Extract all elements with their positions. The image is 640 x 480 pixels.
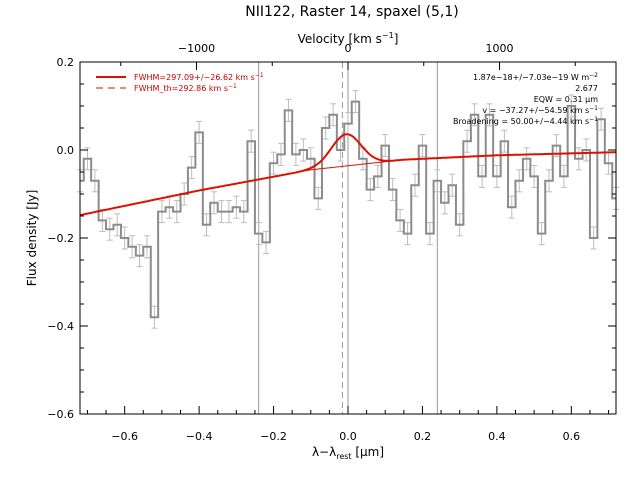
y-tick-label: −0.4: [47, 320, 74, 333]
annotation-velocity: v = −37.27+/−54.59 km s−1: [482, 105, 598, 115]
y-tick-label: −0.6: [47, 408, 74, 421]
y-tick-label: −0.2: [47, 232, 74, 245]
legend: FWHM=297.09+/−26.62 km s−1 FWHM_th=292.8…: [96, 72, 264, 93]
spectrum-line: [80, 100, 616, 319]
y-tick-label: 0.0: [57, 144, 75, 157]
fit-annotations: 1.87e−18+/−7.03e−19 W m−2 2.677 EQW = 0.…: [453, 72, 598, 126]
annotation-flux: 1.87e−18+/−7.03e−19 W m−2: [473, 72, 598, 82]
top-tick-label: 0: [345, 42, 352, 55]
legend-label-fit: FWHM=297.09+/−26.62 km s−1: [134, 72, 264, 82]
x-tick-label: 0.6: [563, 430, 581, 443]
top-axis-label: Velocity [km s−1]: [298, 31, 399, 46]
axis-ticks: −0.6 −0.4 −0.2 0.0 0.2 0.4 0.6 −0.6 −0.4 −0.2 0.0 0…: [47, 42, 616, 443]
x-tick-label: 0.0: [339, 430, 357, 443]
x-axis-label: λ−λrest [μm]: [312, 445, 384, 461]
annotation-ratio: 2.677: [575, 84, 598, 93]
legend-label-fit-th: FWHM_th=292.86 km s−1: [134, 83, 237, 93]
top-tick-label: −1000: [178, 42, 215, 55]
annotation-eqw: EQW = 0.31 μm: [534, 95, 598, 104]
chart-title: NII122, Raster 14, spaxel (5,1): [245, 4, 458, 20]
annotation-broadening: Broadening = 50.00+/−4.44 km s−1: [453, 116, 598, 126]
x-tick-label: 0.2: [414, 430, 432, 443]
x-tick-label: −0.2: [260, 430, 287, 443]
y-tick-label: 0.2: [57, 56, 75, 69]
x-tick-label: −0.4: [186, 430, 213, 443]
fit-total: [79, 133, 616, 217]
y-axis-label: Flux density [Jy]: [25, 190, 39, 287]
spectrum-series: [80, 100, 616, 319]
fit-series: [79, 133, 616, 217]
x-tick-label: 0.4: [488, 430, 506, 443]
top-tick-label: 1000: [485, 42, 513, 55]
x-tick-label: −0.6: [111, 430, 138, 443]
